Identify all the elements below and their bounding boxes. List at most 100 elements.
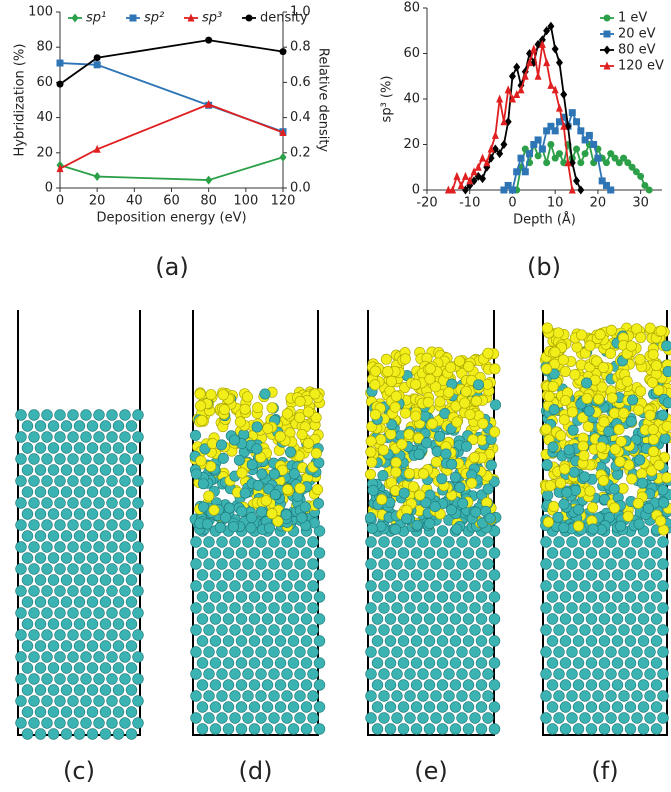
- marker: [56, 164, 64, 173]
- atom: [377, 470, 389, 482]
- marker: [620, 154, 628, 162]
- caption: (b): [527, 253, 561, 281]
- legend-label: sp²: [144, 11, 164, 26]
- atom: [196, 635, 209, 647]
- atom: [456, 690, 468, 702]
- atom: [268, 646, 280, 658]
- atom: [15, 563, 27, 575]
- atom: [365, 690, 377, 702]
- atom: [307, 646, 319, 658]
- atom: [99, 684, 112, 696]
- atom: [548, 404, 560, 416]
- atom: [313, 498, 325, 510]
- atom: [60, 640, 73, 652]
- atom: [642, 502, 654, 514]
- y-tick-label: 60: [403, 46, 420, 61]
- atom: [637, 635, 650, 647]
- marker: [479, 174, 487, 184]
- atom: [209, 547, 222, 559]
- atom: [592, 646, 604, 658]
- atom: [313, 457, 325, 469]
- atom: [365, 446, 377, 458]
- atom: [119, 541, 131, 553]
- atom: [488, 613, 501, 625]
- atom: [274, 635, 287, 647]
- atom: [568, 466, 580, 478]
- atom: [385, 428, 397, 440]
- atom: [132, 431, 144, 443]
- marker: [487, 144, 495, 153]
- atom: [196, 679, 209, 691]
- atom: [390, 457, 402, 469]
- caption: (a): [155, 253, 188, 281]
- caption: (d): [239, 757, 273, 785]
- atom: [371, 635, 384, 647]
- atom: [390, 466, 402, 478]
- marker: [607, 186, 615, 194]
- atom: [248, 635, 261, 647]
- atom: [413, 448, 425, 460]
- marker: [560, 121, 568, 130]
- atom: [659, 433, 671, 445]
- legend-label: sp¹: [86, 11, 106, 26]
- atom: [605, 580, 617, 592]
- atom: [196, 701, 209, 713]
- atom: [553, 646, 565, 658]
- atom: [229, 646, 241, 658]
- atom: [21, 662, 34, 674]
- atom: [86, 574, 99, 586]
- atom: [449, 679, 462, 691]
- atom: [657, 690, 669, 702]
- atom: [375, 433, 387, 445]
- marker: [504, 85, 512, 94]
- atom: [125, 574, 138, 586]
- atom: [222, 635, 235, 647]
- marker: [517, 85, 525, 94]
- atom: [229, 602, 241, 614]
- atom: [567, 424, 579, 436]
- atom: [489, 426, 501, 438]
- atom: [618, 624, 630, 636]
- atom: [585, 547, 598, 559]
- atom: [396, 438, 408, 450]
- atom: [73, 530, 86, 542]
- atom: [21, 618, 34, 630]
- y-tick-label: 0: [45, 181, 53, 196]
- atom: [662, 397, 671, 409]
- atom: [93, 585, 105, 597]
- atom: [624, 723, 637, 735]
- atom: [384, 569, 397, 581]
- x-tick-label: 10: [547, 196, 564, 211]
- atom: [366, 456, 378, 468]
- atom: [631, 690, 643, 702]
- atom: [125, 420, 138, 432]
- atom: [540, 558, 552, 570]
- atom: [47, 464, 60, 476]
- atom: [404, 690, 416, 702]
- atom: [209, 635, 222, 647]
- atom: [272, 515, 284, 527]
- marker: [568, 109, 576, 117]
- atom: [229, 536, 241, 548]
- atom: [365, 712, 377, 724]
- atom: [28, 431, 40, 443]
- atom: [451, 523, 463, 535]
- atom: [261, 547, 274, 559]
- atom: [132, 453, 144, 465]
- atom: [430, 668, 442, 680]
- atom: [125, 662, 138, 674]
- atom: [579, 690, 591, 702]
- marker: [551, 127, 559, 135]
- series-line: [59, 39, 284, 85]
- atom: [119, 453, 131, 465]
- atom: [216, 536, 228, 548]
- atom: [233, 454, 245, 466]
- atom: [268, 668, 280, 680]
- atom: [598, 416, 610, 428]
- x-tick-label: 0: [56, 194, 64, 209]
- atom: [47, 442, 60, 454]
- atom: [543, 390, 555, 402]
- atom: [93, 453, 105, 465]
- y-tick-label: 80: [403, 1, 420, 16]
- atom: [456, 712, 468, 724]
